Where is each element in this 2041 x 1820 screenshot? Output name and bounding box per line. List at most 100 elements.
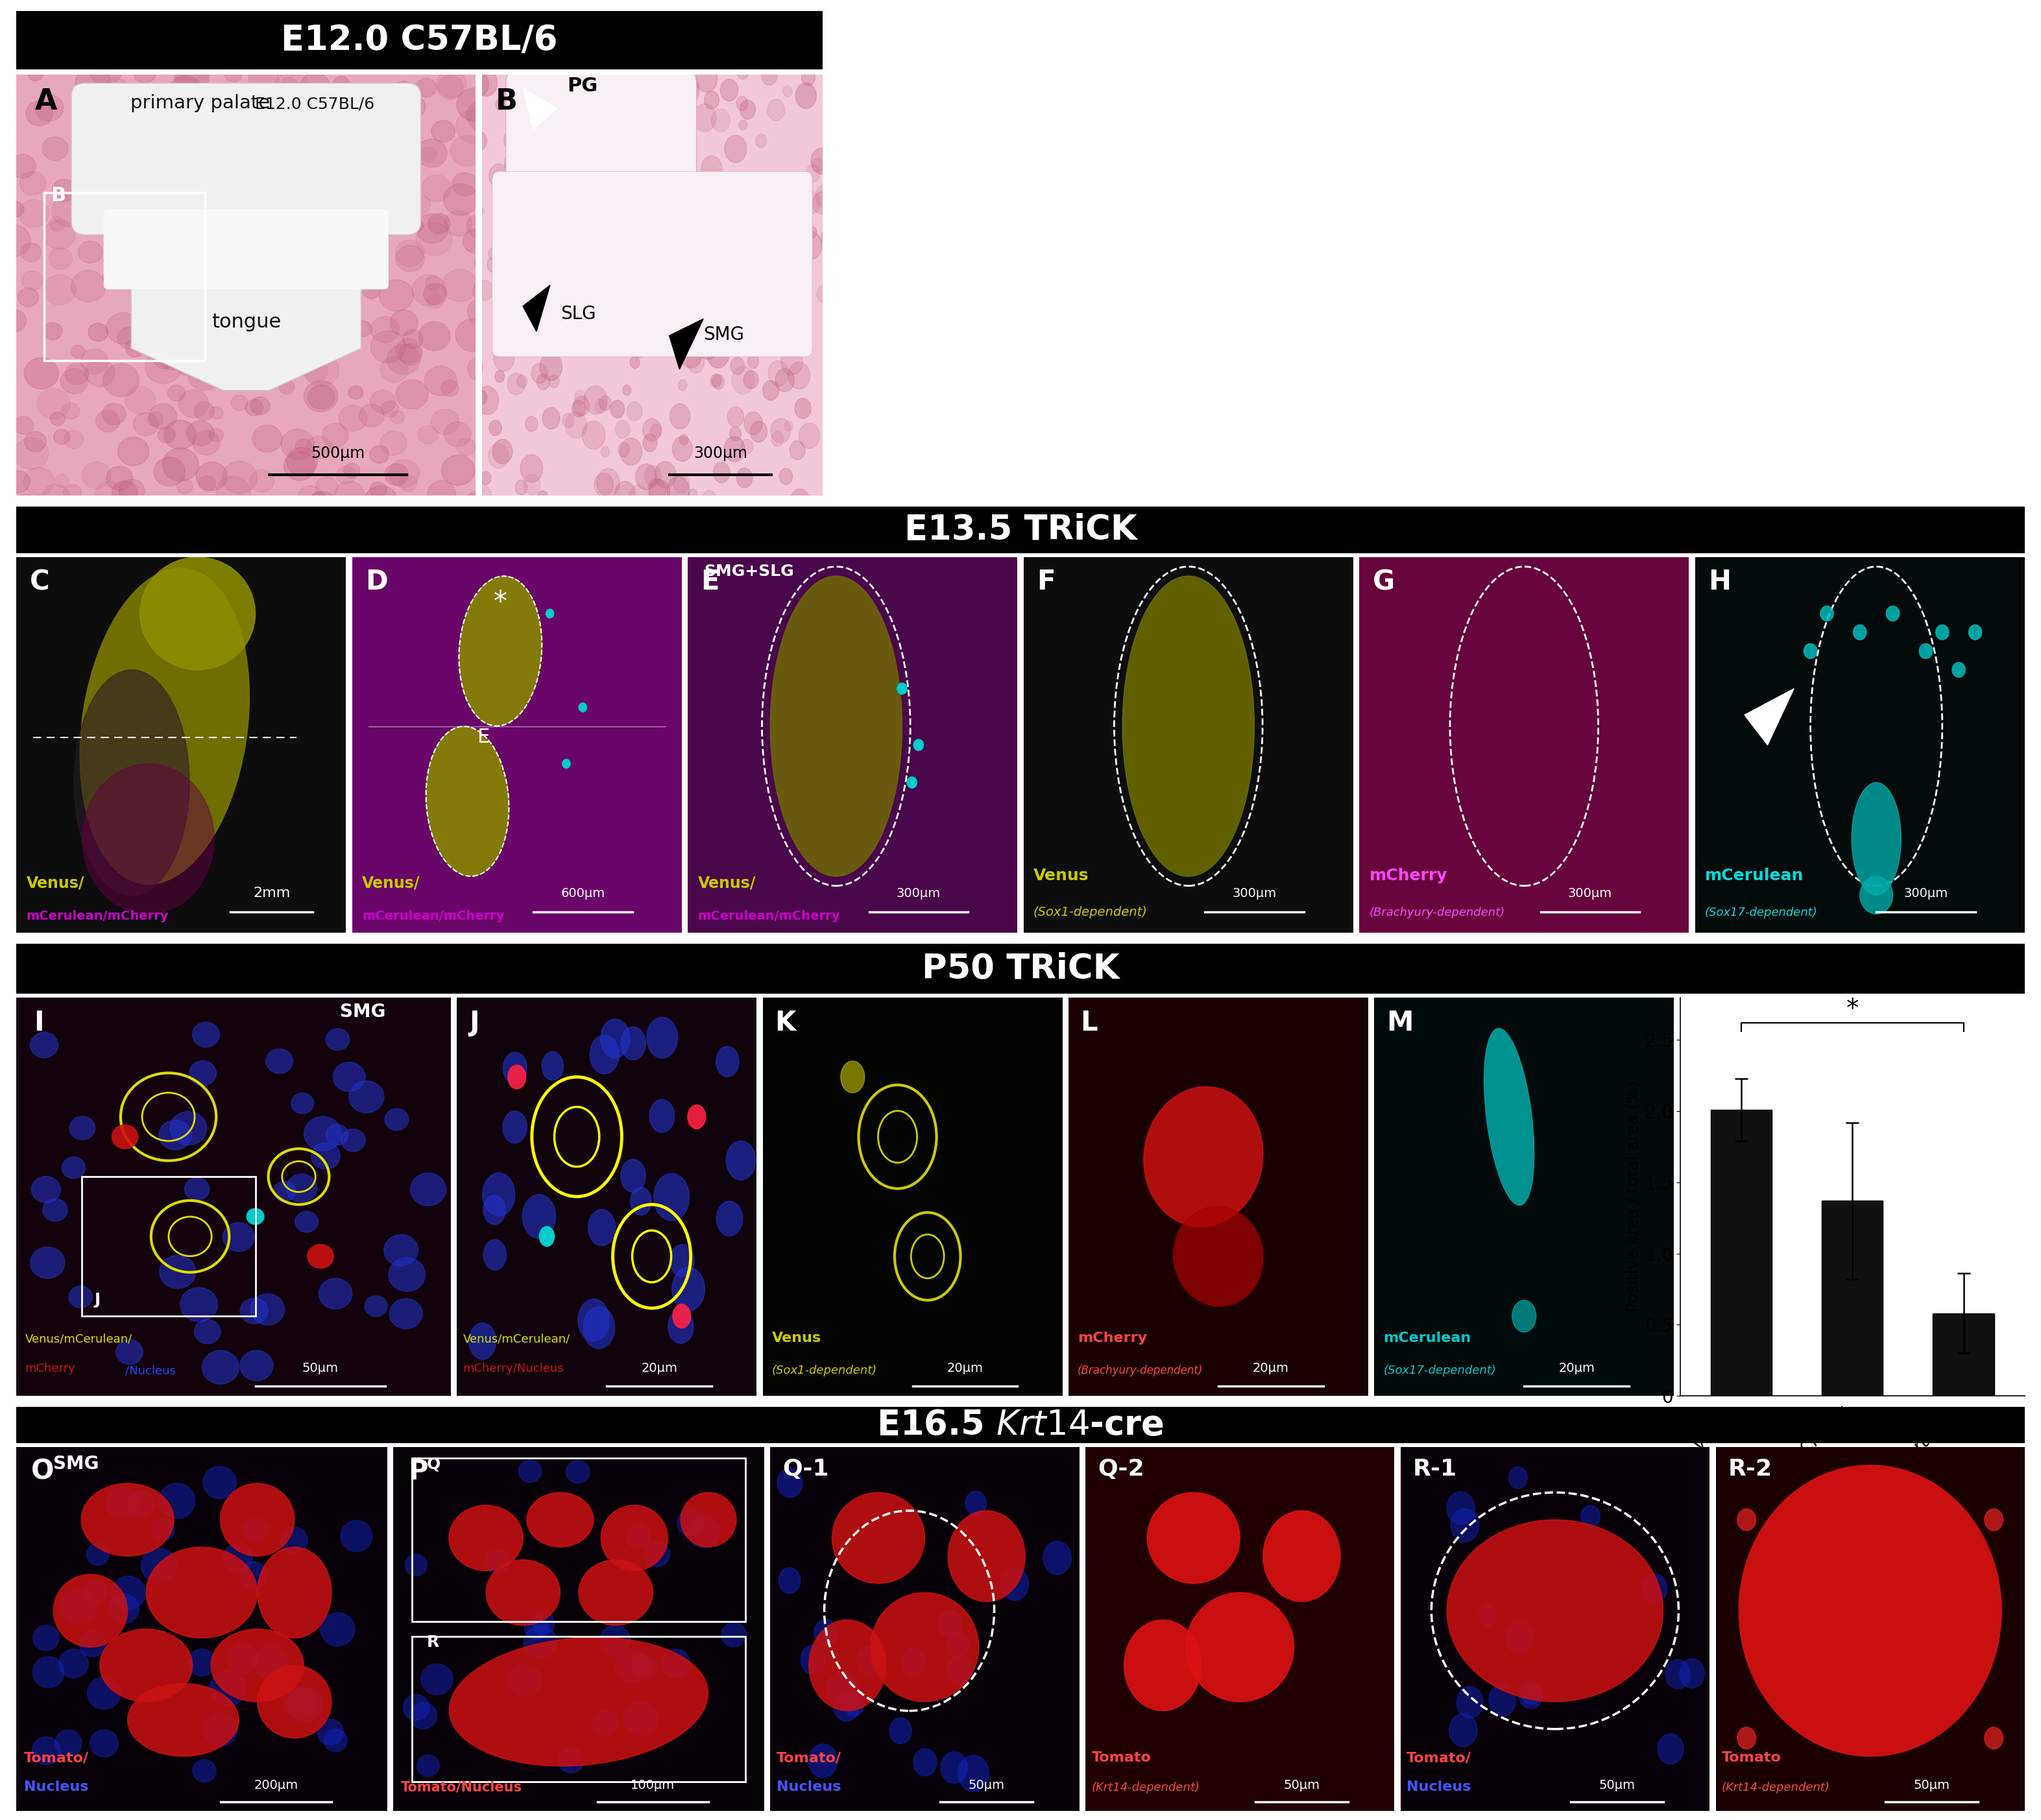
Circle shape [680,275,702,302]
Circle shape [251,1702,280,1729]
Circle shape [171,126,202,153]
Circle shape [502,82,516,100]
Text: SMG: SMG [53,1454,100,1472]
Text: K: K [776,1010,796,1036]
Circle shape [663,451,674,464]
Circle shape [108,1134,131,1154]
Circle shape [637,1145,659,1174]
Circle shape [180,1061,206,1085]
Circle shape [463,202,500,235]
Polygon shape [522,87,557,129]
Circle shape [94,1323,120,1347]
Circle shape [284,420,306,440]
Circle shape [345,297,374,324]
Circle shape [357,1012,394,1045]
Circle shape [645,1032,671,1067]
Circle shape [82,413,112,442]
Circle shape [278,1037,316,1070]
Circle shape [574,251,596,278]
Circle shape [129,1318,151,1338]
Ellipse shape [486,1560,559,1625]
Circle shape [514,1633,547,1665]
Circle shape [765,373,780,389]
Circle shape [369,222,386,238]
Circle shape [286,146,320,178]
Circle shape [533,260,555,289]
Circle shape [669,82,688,106]
Circle shape [461,60,480,76]
Circle shape [706,253,714,264]
Circle shape [671,486,690,510]
Circle shape [708,1212,743,1258]
Circle shape [555,1478,578,1501]
Circle shape [1504,1476,1523,1498]
Circle shape [647,227,663,246]
Text: 20μm: 20μm [1559,1361,1594,1374]
Circle shape [367,464,388,482]
Circle shape [339,62,369,89]
Circle shape [804,100,814,113]
Text: B: B [51,186,65,206]
Circle shape [586,82,600,102]
Circle shape [341,457,363,479]
Circle shape [1737,1727,1755,1749]
Circle shape [335,373,351,388]
Circle shape [553,62,567,80]
Text: Venus/: Venus/ [361,875,420,892]
Circle shape [506,69,520,86]
Ellipse shape [947,1511,1025,1602]
Circle shape [484,420,502,440]
Circle shape [778,104,798,131]
Circle shape [584,213,604,237]
Circle shape [296,1196,327,1225]
Circle shape [757,249,765,260]
Circle shape [469,324,484,340]
Ellipse shape [82,764,214,914]
Circle shape [108,386,143,419]
Circle shape [920,1492,943,1518]
Circle shape [776,415,788,430]
Circle shape [325,116,349,140]
Circle shape [406,340,422,357]
Text: primary palate: primary palate [131,95,269,113]
Circle shape [608,1203,639,1243]
Text: 300μm: 300μm [1233,888,1276,899]
Text: H: H [1708,568,1731,595]
Circle shape [755,320,767,339]
Circle shape [133,337,153,355]
Circle shape [212,209,247,240]
Circle shape [127,382,153,406]
Circle shape [786,113,806,138]
Circle shape [157,135,192,167]
Circle shape [318,1498,349,1527]
Circle shape [351,127,376,151]
Circle shape [437,142,457,160]
Circle shape [396,393,416,411]
Circle shape [335,384,353,400]
Circle shape [800,457,818,479]
Circle shape [802,424,823,450]
Circle shape [1547,1736,1574,1767]
Circle shape [794,213,808,231]
Circle shape [20,268,35,280]
Circle shape [304,160,329,184]
Circle shape [43,379,59,393]
Circle shape [47,1483,80,1516]
Circle shape [508,320,525,339]
Circle shape [759,115,774,133]
Circle shape [582,133,604,160]
Circle shape [584,277,600,298]
Circle shape [433,1492,459,1518]
Text: 500μm: 500μm [310,446,365,460]
Circle shape [51,428,78,453]
Circle shape [51,395,86,426]
Ellipse shape [449,1638,708,1765]
Circle shape [616,213,631,231]
Circle shape [331,1154,355,1178]
Circle shape [92,84,114,104]
Circle shape [682,364,694,377]
Bar [1933,1314,1994,1396]
Text: N: N [1674,961,1698,990]
Circle shape [669,309,686,331]
Text: 50μm: 50μm [1284,1780,1321,1791]
